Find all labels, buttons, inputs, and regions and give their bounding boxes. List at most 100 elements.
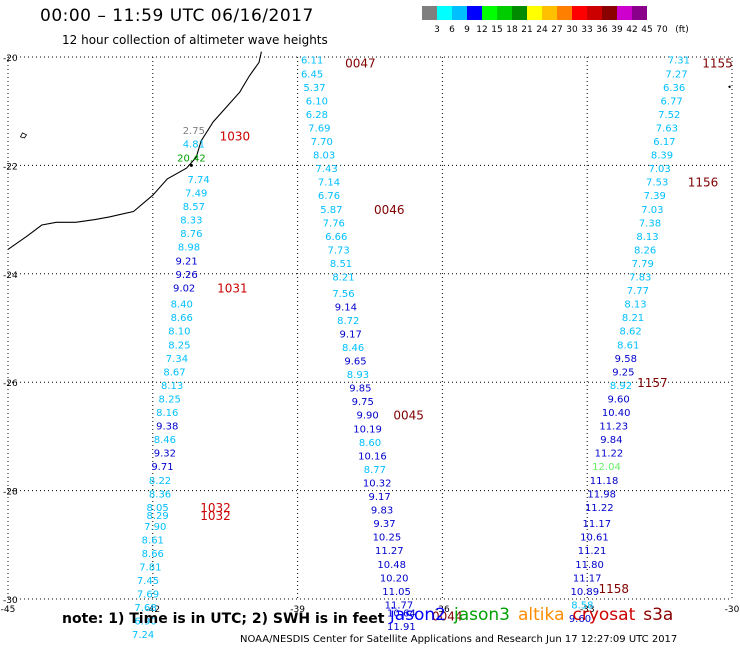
wave-height-value: 20.42 [177, 153, 206, 164]
wave-height-value: 8.33 [180, 216, 202, 227]
lat-tick-label: -30 [3, 596, 18, 606]
legend-swatch [647, 6, 662, 20]
lat-tick-label: -28 [3, 488, 18, 498]
legend-label: 9 [464, 25, 470, 35]
map-subtitle: 12 hour collection of altimeter wave hei… [62, 33, 328, 47]
wave-height-value: 7.03 [648, 164, 670, 175]
time-label: 0044 [432, 609, 463, 623]
wave-height-value: 7.03 [641, 205, 663, 216]
wave-height-value: 8.13 [636, 232, 658, 243]
wave-height-value: 8.66 [171, 313, 193, 324]
wave-height-value: 7.27 [665, 69, 687, 80]
wave-height-value: 8.46 [154, 435, 176, 446]
lon-tick-label: -36 [435, 605, 450, 615]
legend-swatch [557, 6, 572, 20]
wave-height-value: 7.53 [646, 178, 668, 189]
wave-height-value: 8.46 [342, 343, 364, 354]
legend-swatch [632, 6, 647, 20]
wave-height-value: 10.16 [358, 451, 387, 462]
wave-height-value: 8.10 [168, 327, 190, 338]
wave-height-value: 9.83 [371, 506, 393, 517]
legend-unit: (ft) [675, 25, 689, 35]
satellite-name: jason3 [454, 605, 510, 625]
wave-height-value: 8.60 [359, 438, 381, 449]
wave-height-value: 8.36 [149, 489, 171, 500]
legend-label: 42 [626, 25, 638, 35]
wave-height-value: 7.69 [137, 590, 159, 601]
legend-label: 30 [566, 25, 578, 35]
wave-height-value: 8.51 [330, 259, 352, 270]
legend-swatch [602, 6, 617, 20]
wave-height-value: 7.52 [658, 110, 680, 121]
legend-swatch [422, 6, 437, 20]
wave-height-value: 11.17 [573, 573, 602, 584]
time-label: 0047 [345, 56, 376, 70]
wave-height-value: 7.49 [185, 189, 207, 200]
satellite-name: cryosat [572, 605, 636, 625]
wave-height-value: 11.23 [599, 422, 628, 433]
legend-label: 36 [596, 25, 608, 35]
legend-swatch [452, 6, 467, 20]
wave-height-value: 7.34 [166, 354, 188, 365]
wave-height-value: 8.76 [180, 229, 202, 240]
wave-height-value: 8.40 [171, 300, 193, 311]
wave-height-value: 11.05 [382, 587, 411, 598]
wave-height-value: 7.24 [132, 630, 154, 641]
wave-height-value: 8.92 [610, 381, 632, 392]
wave-height-value: 9.25 [612, 367, 634, 378]
wave-height-value: 10.40 [602, 408, 631, 419]
lon-tick-label: -45 [1, 605, 16, 615]
wave-height-value: 6.90 [134, 617, 156, 628]
wave-height-value: 9.58 [615, 354, 637, 365]
wave-height-value: 6.66 [325, 232, 347, 243]
wave-height-value: 4.81 [183, 140, 205, 151]
wave-height-value: 8.29 [146, 511, 168, 522]
wave-height-value: 8.13 [161, 381, 183, 392]
wave-height-value: 10.32 [363, 478, 392, 489]
wave-height-value: 10.19 [353, 424, 382, 435]
time-label: 1158 [598, 582, 629, 596]
legend-swatch [482, 6, 497, 20]
legend-label: 3 [434, 25, 440, 35]
legend-label: 12 [476, 25, 488, 35]
wave-height-value: 7.73 [327, 245, 349, 256]
wave-height-value: 8.72 [337, 316, 359, 327]
wave-height-value: 8.61 [617, 340, 639, 351]
lon-tick-label: -39 [290, 605, 305, 615]
lat-tick-label: -24 [3, 271, 18, 281]
island [728, 85, 731, 89]
wave-height-value: 10.61 [580, 533, 609, 544]
wave-height-value: 8.58 [571, 600, 593, 611]
legend-swatch [542, 6, 557, 20]
legend-label: 18 [506, 25, 518, 35]
wave-height-value: 7.74 [188, 175, 210, 186]
wave-height-value: 9.75 [352, 397, 374, 408]
island [189, 163, 193, 167]
wave-height-value: 8.39 [651, 151, 673, 162]
time-label: 0046 [374, 203, 405, 217]
satellite-name: jason2 [390, 605, 446, 625]
legend-label: 33 [581, 25, 593, 35]
wave-height-value: 7.31 [668, 56, 690, 67]
wave-height-value: 8.62 [620, 327, 642, 338]
legend-label: 21 [521, 25, 533, 35]
wave-height-value: 8.77 [364, 465, 386, 476]
wave-height-value: 12.04 [592, 462, 621, 473]
legend-label: 15 [491, 25, 503, 35]
wave-height-value: 7.90 [144, 522, 166, 533]
wave-height-value: 11.21 [578, 546, 607, 557]
wave-height-value: 10.64 [387, 609, 416, 620]
wave-height-value: 10.25 [373, 533, 402, 544]
wave-height-value: 8.26 [634, 245, 656, 256]
legend-swatch [437, 6, 452, 20]
wave-height-value: 7.76 [323, 218, 345, 229]
wave-height-value: 9.21 [175, 256, 197, 267]
time-label: 1156 [688, 176, 719, 190]
wave-height-value: 9.17 [340, 329, 362, 340]
satellite-name: altika [518, 605, 565, 625]
wave-height-value: 10.48 [377, 560, 406, 571]
wave-height-value: 11.22 [585, 503, 614, 514]
wave-height-value: 10.20 [380, 573, 409, 584]
wave-height-value: 8.22 [149, 476, 171, 487]
wave-height-value: 9.14 [335, 302, 357, 313]
